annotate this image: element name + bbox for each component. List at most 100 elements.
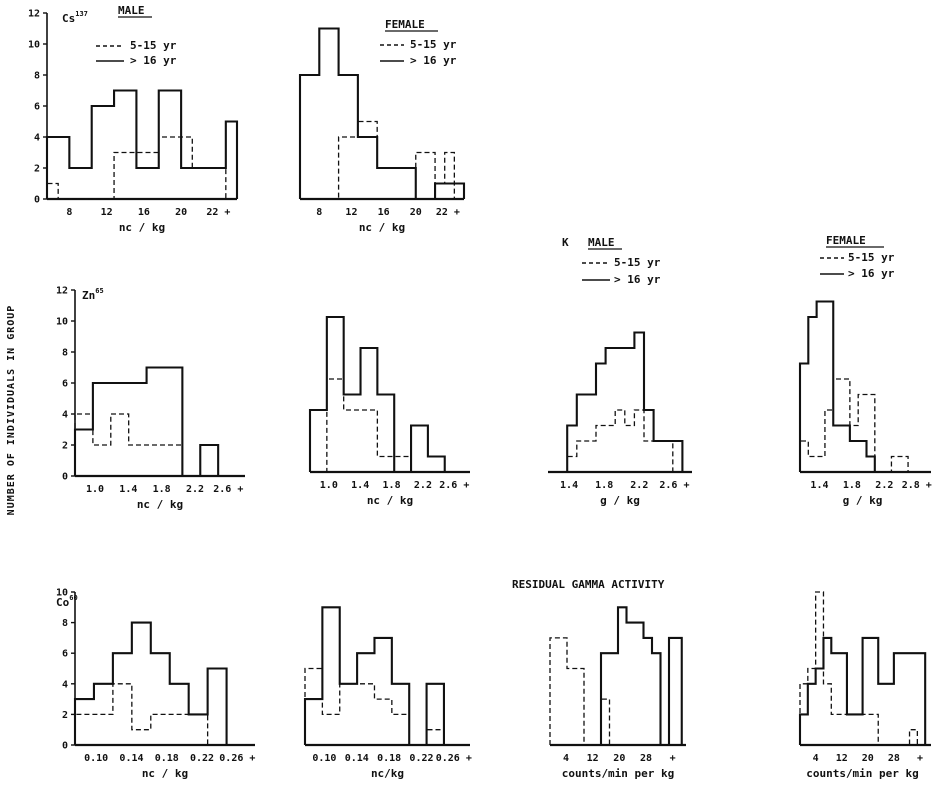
bar-age-16-plus — [189, 714, 208, 745]
y-tick-label: 2 — [62, 710, 68, 721]
bar-age-5-15 — [606, 426, 616, 473]
bar-age-5-15 — [831, 714, 839, 745]
bar-age-5-15 — [344, 410, 378, 472]
legend-top-male-entry-2: > 16 yr — [130, 54, 177, 67]
bar-age-5-15 — [654, 441, 673, 472]
bar-age-16-plus — [669, 638, 682, 745]
bar-age-16-plus — [855, 714, 863, 745]
bar-age-16-plus — [327, 317, 344, 472]
bar-age-5-15 — [394, 457, 411, 473]
legend-top-female: FEMALE 5-15 yr > 16 yr — [380, 18, 457, 67]
legend-k-male-title: MALE — [588, 236, 615, 249]
bar-age-5-15 — [435, 184, 445, 200]
x-tick-label: 0.14 — [345, 753, 369, 764]
histogram-panel-gamma-female: 4 12 20 28 + counts/min per kg — [798, 591, 931, 780]
bar-age-16-plus — [435, 184, 454, 200]
bar-age-16-plus — [618, 607, 627, 745]
bar-age-16-plus — [319, 29, 338, 200]
bar-age-5-15 — [147, 445, 165, 476]
x-axis-unit-label: nc/kg — [371, 767, 404, 780]
bar-age-16-plus — [428, 457, 445, 473]
x-tick-label: 0.10 — [84, 753, 108, 764]
row-label-zn65: Zn65 — [82, 287, 104, 302]
y-tick-label: 10 — [56, 317, 68, 328]
x-axis-unit-label: nc / kg — [359, 221, 405, 234]
x-tick-label: 12 — [836, 753, 848, 764]
bar-age-16-plus — [92, 106, 114, 199]
x-tick-label: 1.4 — [560, 480, 578, 491]
y-axis-label: NUMBER OF INDIVIDUALS IN GROUP — [6, 305, 17, 516]
series-line-age-16-plus — [73, 366, 220, 478]
bar-age-16-plus — [147, 368, 183, 477]
bar-age-16-plus — [305, 699, 322, 745]
x-tick-label: 16 — [378, 207, 390, 218]
x-tick-label: 2.8 + — [902, 480, 932, 491]
bar-age-16-plus — [567, 426, 577, 473]
bar-age-16-plus — [322, 607, 339, 745]
bar-age-5-15 — [151, 714, 189, 745]
x-tick-label: 16 — [138, 207, 150, 218]
series-line-age-16-plus — [566, 331, 684, 472]
bar-age-5-15 — [377, 168, 396, 199]
series-line-age-5-15 — [566, 409, 674, 472]
residual-gamma-title: RESIDUAL GAMMA ACTIVITY — [512, 578, 665, 591]
x-tick-label: 2.2 — [186, 484, 204, 495]
bar-age-5-15 — [132, 730, 151, 745]
histogram-panel-gamma-male: 4 12 20 28 + counts/min per kg — [549, 606, 686, 780]
bar-age-16-plus — [203, 168, 225, 199]
y-tick-label: 12 — [28, 9, 40, 20]
x-tick-label: 12 — [345, 207, 357, 218]
bar-age-5-15 — [863, 714, 879, 745]
x-tick-label: 2.2 — [630, 480, 648, 491]
bar-age-5-15 — [858, 395, 875, 473]
bar-age-16-plus — [644, 638, 653, 745]
bar-age-5-15 — [567, 669, 584, 746]
bar-age-16-plus — [344, 395, 361, 473]
y-tick-label: 2 — [34, 164, 40, 175]
y-tick-label: 4 — [62, 410, 68, 421]
bar-age-5-15 — [305, 669, 322, 746]
bar-age-5-15 — [322, 714, 339, 745]
x-tick-label: 1.8 — [383, 480, 401, 491]
bar-age-5-15 — [615, 410, 625, 472]
bar-age-5-15 — [800, 441, 808, 472]
bar-age-16-plus — [847, 714, 855, 745]
bar-age-5-15 — [839, 714, 847, 745]
x-tick-label: + — [670, 753, 676, 764]
legend-k-female-entry-1: 5-15 yr — [848, 251, 895, 264]
legend-k-male: K MALE 5-15 yr > 16 yr — [562, 236, 661, 286]
x-tick-label: 1.8 — [153, 484, 171, 495]
bar-age-5-15 — [136, 153, 147, 200]
legend-top-female-entry-2: > 16 yr — [410, 54, 457, 67]
bar-age-5-15 — [111, 414, 129, 476]
bar-age-16-plus — [808, 684, 816, 745]
bar-age-5-15 — [445, 153, 455, 200]
x-tick-label: 20 — [862, 753, 874, 764]
bar-age-5-15 — [164, 445, 182, 476]
bar-age-5-15 — [340, 684, 357, 745]
y-tick-label: 8 — [62, 348, 68, 359]
bar-age-5-15 — [625, 426, 635, 473]
y-tick-label: 0 — [34, 195, 40, 206]
y-tick-label: 12 — [56, 286, 68, 297]
bar-age-16-plus — [357, 653, 374, 745]
x-axis-unit-label: counts/min per kg — [562, 767, 675, 780]
bar-age-5-15 — [823, 684, 831, 745]
x-tick-label: 8 — [316, 207, 322, 218]
series-line-age-5-15 — [799, 378, 909, 473]
bar-age-5-15 — [396, 168, 415, 199]
x-tick-label: 1.8 — [595, 480, 613, 491]
series-line-age-16-plus — [599, 606, 683, 747]
x-tick-label: 0.22 — [409, 753, 433, 764]
bar-age-16-plus — [577, 395, 596, 473]
series-line-age-16-plus — [73, 621, 228, 745]
x-tick-label: 20 — [613, 753, 625, 764]
bar-age-16-plus — [181, 168, 203, 199]
histogram-panel-co60-female: 0.10 0.14 0.18 0.22 0.26 + nc/kg — [303, 606, 472, 780]
y-tick-label: 10 — [28, 40, 40, 51]
bar-age-5-15 — [808, 457, 825, 473]
x-axis-unit-label: counts/min per kg — [806, 767, 919, 780]
x-tick-label: 8 — [66, 207, 72, 218]
y-tick-label: 0 — [62, 472, 68, 483]
bar-age-16-plus — [377, 395, 394, 473]
